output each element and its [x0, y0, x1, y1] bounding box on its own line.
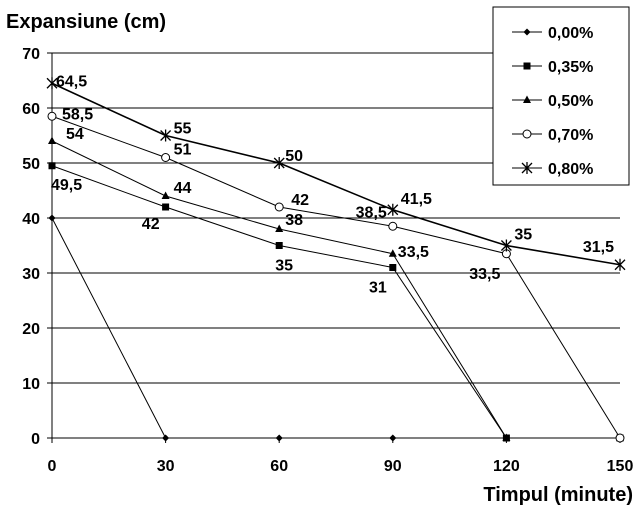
- marker-triangle: [48, 136, 56, 144]
- x-tick-label: 60: [270, 458, 288, 475]
- x-tick-label: 150: [607, 458, 634, 475]
- marker-triangle: [388, 249, 397, 257]
- marker-star: [160, 129, 172, 142]
- data-label: 51: [174, 142, 192, 159]
- y-tick-label: 40: [22, 211, 40, 228]
- marker-square: [162, 203, 170, 211]
- data-label: 55: [174, 121, 192, 138]
- data-label: 64,5: [56, 73, 87, 90]
- marker-star: [614, 258, 626, 271]
- data-label: 31: [369, 280, 387, 297]
- data-label: 49,5: [51, 177, 82, 194]
- marker-square: [275, 242, 283, 249]
- gridlines: [52, 52, 620, 384]
- data-label: 44: [174, 180, 192, 197]
- series-line: [51, 115, 621, 439]
- y-tick-label: 20: [22, 321, 40, 338]
- data-label: 35: [514, 227, 532, 244]
- legend-entry: 0,70%: [548, 127, 593, 144]
- marker-star: [273, 157, 285, 169]
- marker-square: [389, 264, 397, 271]
- legend-entry: 0,35%: [548, 59, 593, 76]
- y-tick-label: 70: [22, 46, 40, 63]
- y-axis-title: Expansiune (cm): [6, 11, 166, 33]
- data-label: 33,5: [398, 244, 429, 261]
- marker-diamond: [48, 214, 56, 222]
- y-tick-label: 0: [31, 431, 40, 448]
- marker-triangle: [275, 224, 284, 232]
- series-lines: [46, 77, 626, 443]
- marker-diamond: [523, 28, 531, 36]
- marker-circle: [274, 202, 284, 212]
- marker-circle: [388, 221, 398, 231]
- data-label: 33,5: [469, 266, 500, 283]
- legend-entry: 0,80%: [548, 161, 593, 178]
- marker-triangle: [161, 191, 170, 199]
- data-label: 38,5: [356, 204, 387, 221]
- x-tick-labels: 0 30 60 90 120 150: [48, 458, 634, 475]
- y-tick-label: 10: [22, 376, 40, 393]
- marker-diamond: [162, 434, 170, 442]
- marker-circle: [161, 153, 171, 162]
- marker-circle: [615, 433, 625, 443]
- data-label: 50: [285, 148, 303, 165]
- data-labels: 49,5 42 35 31 54 44 38 33,5 58,5 51 42 38,5 33,5 64,5…: [51, 73, 614, 296]
- data-label: 41,5: [401, 191, 432, 208]
- data-label: 35: [275, 258, 293, 275]
- marker-star: [521, 162, 533, 174]
- marker-diamond: [275, 434, 283, 442]
- data-label: 42: [291, 192, 309, 209]
- marker-star: [46, 77, 58, 90]
- legend-entry: 0,00%: [548, 25, 593, 42]
- marker-star: [500, 239, 512, 252]
- marker-square: [48, 162, 56, 170]
- data-label: 42: [142, 216, 160, 233]
- series-line: [51, 140, 620, 439]
- data-label: 31,5: [583, 239, 614, 256]
- x-tick-label: 0: [48, 458, 57, 475]
- series-line: [51, 82, 621, 266]
- x-axis-title: Timpul (minute): [483, 484, 633, 506]
- x-tick-label: 90: [384, 458, 402, 475]
- marker-circle: [47, 111, 57, 121]
- x-tick-label: 120: [493, 458, 520, 475]
- legend-box: [492, 6, 630, 186]
- y-tick-labels: 0 10 20 30 40 50 60 70: [22, 46, 40, 448]
- y-tick-label: 30: [22, 266, 40, 283]
- marker-triangle: [502, 433, 511, 441]
- marker-star: [387, 203, 399, 216]
- legend: 0,00% 0,35% 0,50% 0,70% 0,80%: [492, 6, 630, 186]
- data-label: 38: [285, 212, 303, 229]
- x-tick-label: 30: [157, 458, 175, 475]
- legend-entry: 0,50%: [548, 93, 593, 110]
- marker-circle: [522, 129, 532, 139]
- y-tick-label: 60: [22, 101, 40, 118]
- marker-diamond: [389, 434, 397, 442]
- y-tick-label: 50: [22, 156, 40, 173]
- data-label: 58,5: [62, 106, 93, 123]
- marker-square: [523, 62, 531, 70]
- data-label: 54: [66, 126, 84, 143]
- marker-triangle: [523, 95, 531, 103]
- series-line: [51, 165, 620, 439]
